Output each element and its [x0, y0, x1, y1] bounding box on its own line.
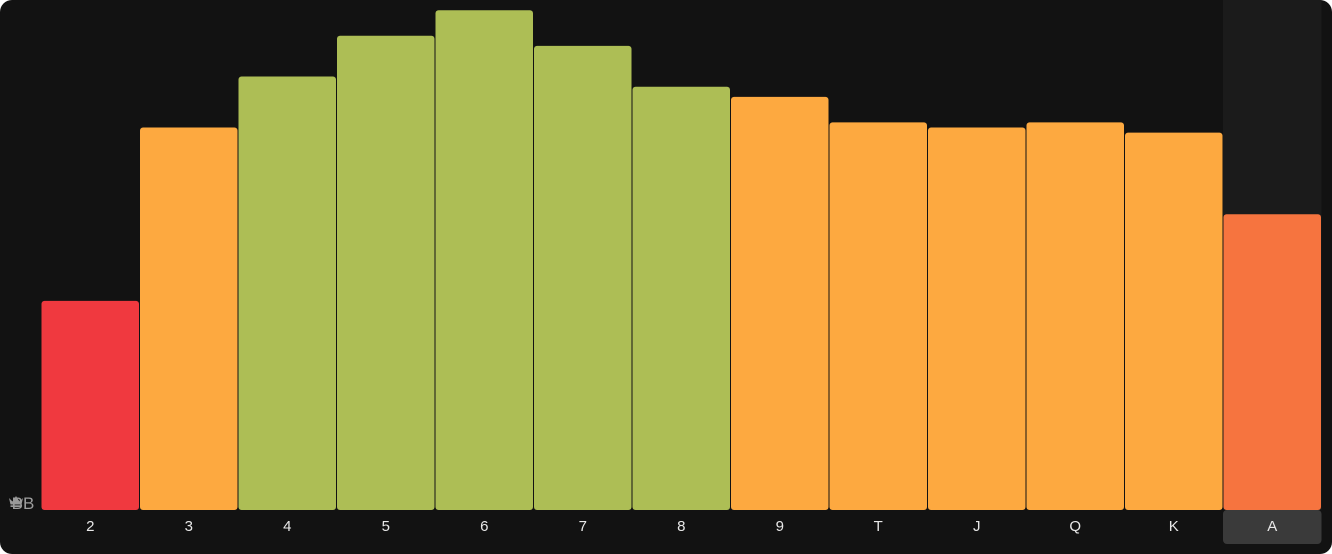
crown-icon	[9, 496, 23, 507]
x-tick-label: K	[1169, 518, 1179, 535]
x-tick-label: 2	[86, 518, 94, 535]
bar-9	[731, 96, 829, 511]
bar-6	[435, 10, 533, 510]
x-tick-label: A	[1267, 518, 1277, 535]
bar-J	[928, 127, 1026, 510]
x-tick-label: J	[973, 518, 981, 535]
position-indicator: BB	[8, 495, 38, 514]
x-tick-label: 9	[776, 518, 784, 535]
x-tick-label: 7	[579, 518, 587, 535]
bar-7	[534, 45, 632, 511]
bar-K	[1125, 132, 1223, 510]
bar-3	[140, 127, 238, 510]
x-tick-label: T	[874, 518, 883, 535]
bar-A	[1223, 214, 1321, 510]
bar-Q	[1026, 122, 1124, 511]
x-tick-label: Q	[1069, 518, 1081, 535]
x-tick-label: 4	[283, 518, 291, 535]
bar-T	[829, 122, 927, 511]
bar-2	[41, 300, 139, 510]
x-tick-label: 8	[677, 518, 685, 535]
x-tick-label: 5	[382, 518, 390, 535]
x-tick-label: 3	[185, 518, 193, 535]
bar-5	[337, 35, 435, 510]
x-tick-label: 6	[480, 518, 488, 535]
selected-tick-background	[1223, 510, 1322, 544]
bar-8	[632, 86, 730, 510]
bar-4	[238, 76, 336, 510]
